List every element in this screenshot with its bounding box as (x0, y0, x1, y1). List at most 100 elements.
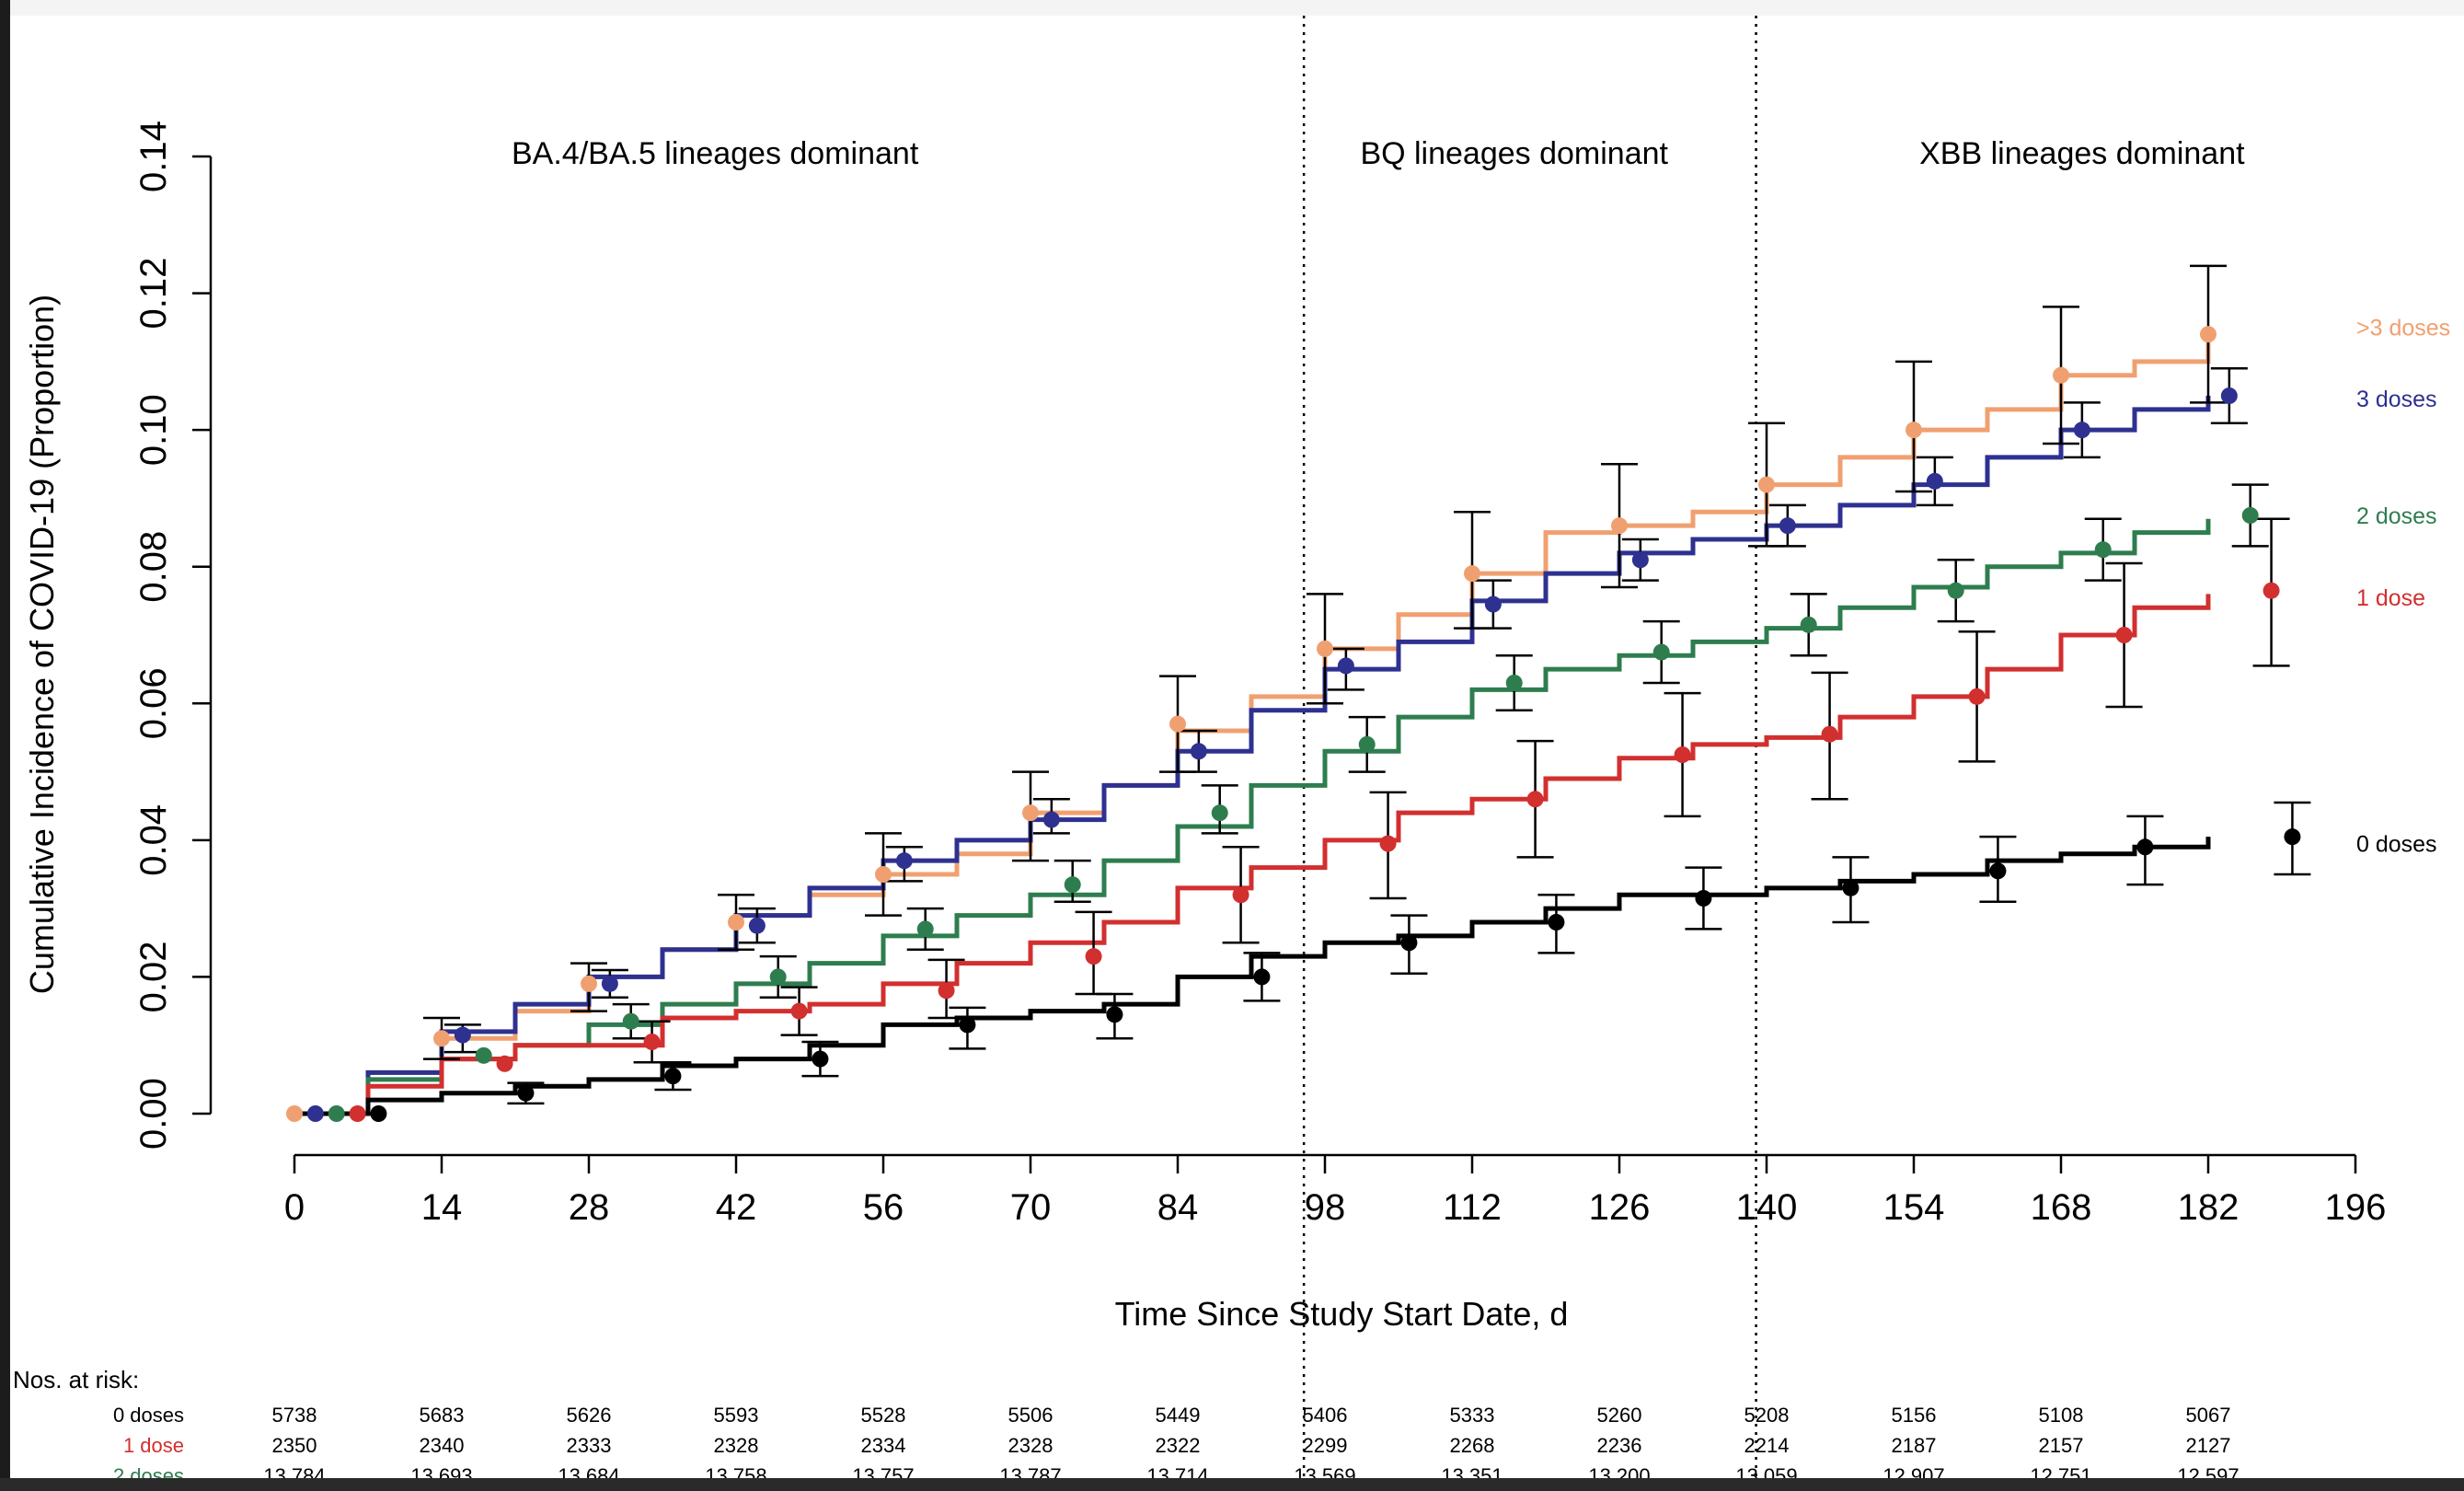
risk-table-title: Nos. at risk: (13, 1366, 139, 1393)
y-tick-label-0.02: 0.02 (133, 941, 174, 1012)
series-line-1-dose (294, 594, 2211, 1116)
point-3-doses-13 (2200, 326, 2216, 343)
point-2-doses-5 (1064, 876, 1081, 894)
y-tick-label-0.00: 0.00 (133, 1078, 174, 1150)
point-3-doses-0 (306, 1105, 324, 1122)
point-2-doses-8 (1505, 675, 1523, 691)
risk-value-1-dose-7: 2299 (1303, 1434, 1348, 1457)
point-1-dose-11 (1968, 688, 1986, 705)
risk-value-2-doses-13: 12 597 (2177, 1464, 2239, 1478)
risk-value-1-dose-6: 2322 (1156, 1434, 1201, 1457)
x-tick-label-168: 168 (2031, 1187, 2092, 1228)
point-1-dose-5 (1085, 948, 1102, 965)
point-0-doses-0 (370, 1105, 387, 1122)
point-2-doses-2 (622, 1012, 639, 1030)
point-3-doses-2 (581, 975, 597, 992)
point-0-doses-7 (1400, 934, 1418, 952)
point-2-doses-9 (1652, 643, 1670, 661)
series-line-2-doses (294, 518, 2211, 1116)
point-0-doses-11 (1989, 862, 2007, 880)
risk-row-label-0-doses: 0 doses (113, 1404, 184, 1427)
point-1-dose-13 (2263, 582, 2280, 599)
y-tick-label-0.04: 0.04 (133, 804, 174, 876)
risk-value-1-dose-5: 2328 (1008, 1434, 1054, 1457)
risk-value-0-doses-8: 5333 (1450, 1404, 1495, 1427)
risk-value-0-doses-5: 5506 (1008, 1404, 1054, 1427)
point-1-dose-12 (2115, 627, 2133, 643)
point-0-doses-8 (1548, 914, 1565, 930)
x-tick-label-126: 126 (1589, 1187, 1651, 1228)
series-labels: >3 doses 3 doses 2 doses 1 dose 0 doses (2356, 316, 2450, 858)
point-1-dose-10 (1821, 725, 1838, 743)
point-2-doses-6 (1211, 804, 1228, 822)
risk-value-2-doses-5: 13 787 (999, 1464, 1061, 1478)
x-tick-label-28: 28 (569, 1187, 610, 1228)
x-tick-label-56: 56 (863, 1187, 904, 1228)
risk-value-2-doses-6: 13 714 (1146, 1464, 1208, 1478)
series-label-3-doses: >3 doses (2356, 316, 2450, 341)
point-3-doses-7 (1317, 640, 1333, 657)
point-3-doses-5 (1042, 811, 1060, 828)
x-tick-label-42: 42 (716, 1187, 757, 1228)
risk-row-label-1-dose: 1 dose (123, 1434, 184, 1457)
point-3-doses-11 (1926, 472, 1943, 490)
point-0-doses-6 (1253, 968, 1271, 986)
x-axis-label: Time Since Study Start Date, d (1115, 1295, 1569, 1333)
point-0-doses-10 (1842, 879, 1860, 896)
risk-value-2-doses-8: 13 351 (1441, 1464, 1503, 1478)
series-label-3-doses: 3 doses (2356, 387, 2437, 412)
risk-value-0-doses-0: 5738 (272, 1404, 317, 1427)
point-3-doses-4 (875, 866, 892, 883)
series-label-1-dose: 1 dose (2356, 585, 2425, 611)
risk-value-1-dose-3: 2328 (714, 1434, 759, 1457)
point-1-dose-1 (496, 1055, 513, 1072)
period-label-3: XBB lineages dominant (1919, 136, 2245, 171)
risk-value-1-dose-13: 2127 (2186, 1434, 2231, 1457)
point-3-doses-3 (728, 914, 744, 930)
point-1-dose-6 (1232, 886, 1249, 904)
risk-value-0-doses-10: 5208 (1744, 1404, 1790, 1427)
y-tick-label-0.06: 0.06 (133, 667, 174, 739)
point-1-dose-8 (1526, 791, 1544, 808)
risk-value-2-doses-9: 13 200 (1588, 1464, 1650, 1478)
point-3-doses-4 (895, 852, 913, 870)
y-axis-label: Cumulative Incidence of COVID-19 (Propor… (23, 295, 61, 994)
risk-value-1-dose-9: 2236 (1597, 1434, 1642, 1457)
point-3-doses-13 (2220, 387, 2238, 404)
point-3-doses-10 (1779, 517, 1796, 535)
point-2-doses-3 (769, 968, 787, 986)
risk-value-1-dose-8: 2268 (1450, 1434, 1495, 1457)
point-1-dose-7 (1379, 835, 1397, 852)
risk-value-0-doses-7: 5406 (1303, 1404, 1348, 1427)
risk-value-2-doses-2: 13 684 (558, 1464, 619, 1478)
point-3-doses-1 (433, 1030, 450, 1047)
risk-value-2-doses-10: 13 059 (1735, 1464, 1797, 1478)
risk-value-0-doses-13: 5067 (2186, 1404, 2231, 1427)
series-label-2-doses: 2 doses (2356, 503, 2437, 529)
axes: 0.00 0.02 0.04 0.06 0.08 0.10 0.12 0.14 0 14 28 42 5… (133, 121, 2386, 1228)
point-0-doses-2 (664, 1068, 682, 1085)
risk-value-0-doses-1: 5683 (420, 1404, 465, 1427)
risk-value-1-dose-11: 2187 (1892, 1434, 1937, 1457)
series-step-lines (294, 334, 2211, 1116)
risk-value-2-doses-3: 13 758 (705, 1464, 766, 1478)
risk-value-1-dose-1: 2340 (420, 1434, 465, 1457)
risk-value-0-doses-6: 5449 (1156, 1404, 1201, 1427)
confidence-intervals (423, 264, 2311, 1105)
point-3-doses-9 (1631, 551, 1649, 569)
x-tick-label-196: 196 (2325, 1187, 2387, 1228)
x-tick-label-98: 98 (1305, 1187, 1346, 1228)
point-3-doses-2 (601, 975, 618, 992)
x-tick-label-182: 182 (2178, 1187, 2239, 1228)
point-3-doses-8 (1484, 595, 1502, 613)
point-3-doses-9 (1611, 517, 1628, 535)
point-2-doses-12 (2094, 541, 2112, 559)
point-1-dose-2 (643, 1034, 661, 1050)
risk-value-0-doses-3: 5593 (714, 1404, 759, 1427)
risk-value-0-doses-12: 5108 (2039, 1404, 2084, 1427)
point-1-dose-3 (790, 1002, 808, 1020)
point-3-doses-12 (2073, 422, 2090, 439)
risk-row-label-2-doses: 2 doses (113, 1464, 184, 1478)
point-0-doses-3 (812, 1050, 829, 1068)
